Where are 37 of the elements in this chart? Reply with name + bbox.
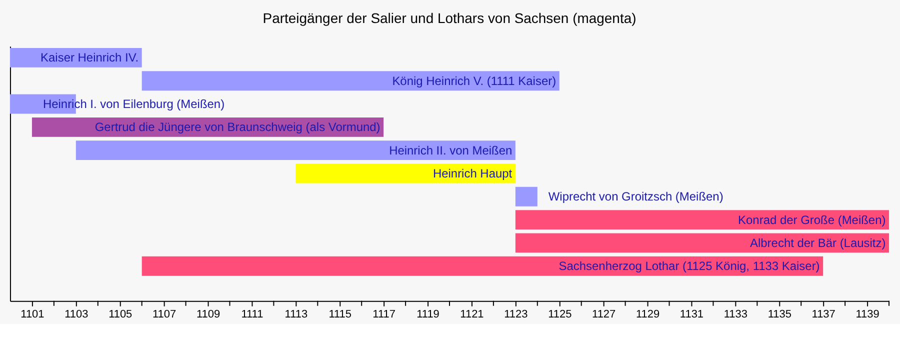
x-tick-label: 1135	[768, 308, 792, 320]
x-tick-label: 1115	[328, 308, 352, 320]
bar	[296, 164, 516, 184]
x-tick-label: 1129	[636, 308, 660, 320]
bar	[142, 256, 824, 276]
x-tick-label: 1121	[460, 308, 484, 320]
y-tick-label: Gertrud die Jüngere von Braunschweig (als Vormund)	[94, 120, 380, 134]
x-tick-label: 1133	[724, 308, 748, 320]
bar	[515, 186, 538, 206]
x-tick-label: 1105	[108, 308, 132, 320]
x-tick-label: 1103	[64, 308, 88, 320]
y-tick-label: Heinrich Haupt	[432, 166, 513, 180]
x-tick-label: 1125	[548, 308, 572, 320]
chart-title: Parteigänger der Salier und Lothars von Sachsen (magenta)	[262, 10, 636, 26]
y-tick-label: Sachsenherzog Lothar (1125 König, 1133 Kaiser)	[558, 259, 820, 274]
x-tick-label: 1137	[812, 308, 836, 320]
x-tick-label: 1107	[152, 308, 176, 320]
bar	[76, 140, 516, 160]
x-tick-label: 1111	[241, 308, 264, 320]
y-tick-label: Kaiser Heinrich IV.	[40, 50, 139, 65]
x-tick-label: 1101	[20, 308, 44, 320]
x-tick-label: 1131	[680, 308, 704, 320]
bar	[142, 71, 560, 91]
x-tick-label: 1113	[284, 308, 308, 320]
bar	[515, 210, 890, 230]
y-tick-label: Albrecht der Bär (Lausitz)	[750, 236, 886, 250]
x-tick-label: 1123	[504, 308, 528, 320]
bar	[515, 233, 890, 253]
y-tick-label: König Heinrich V. (1111 Kaiser)	[392, 74, 556, 88]
y-tick-label: Konrad der Große (Meißen)	[738, 212, 886, 227]
x-tick-label: 1127	[592, 308, 616, 320]
x-tick-label: 1109	[196, 308, 220, 320]
y-tick-label: Wiprecht von Groitzsch (Meißen)	[548, 190, 724, 204]
x-tick-label: 1117	[372, 308, 396, 320]
x-tick-label: 1139	[856, 308, 880, 320]
y-tick-label: Heinrich II. von Meißen	[389, 143, 512, 158]
x-tick-label: 1119	[416, 308, 440, 320]
